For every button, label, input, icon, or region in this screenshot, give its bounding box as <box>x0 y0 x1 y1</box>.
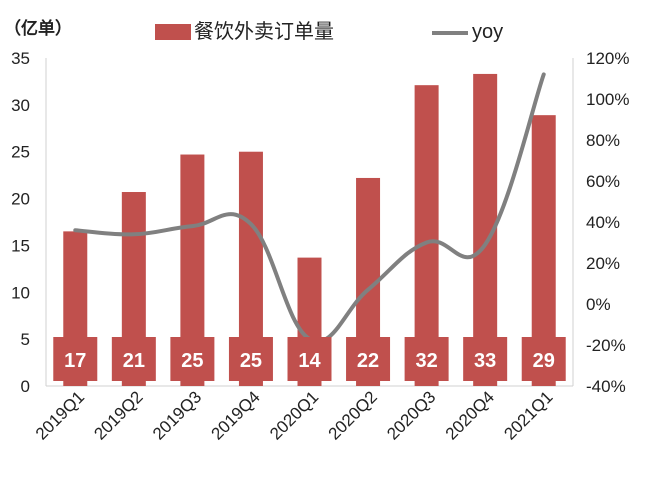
data-label: 25 <box>240 350 262 372</box>
data-label-box <box>346 337 391 381</box>
x-axis-tick-label: 2019Q1 <box>32 387 88 443</box>
x-axis-tick-label: 2019Q2 <box>90 387 146 443</box>
x-axis-tick-label: 2020Q2 <box>325 387 381 443</box>
left-axis-tick-label: 30 <box>11 96 30 115</box>
right-axis-tick-label: 80% <box>586 131 620 150</box>
right-axis-tick-label: 120% <box>586 49 629 68</box>
x-axis-tick-label: 2020Q3 <box>383 387 439 443</box>
left-axis-tick-label: 0 <box>21 377 30 396</box>
right-axis-ticks: -40% -20% 0% 20% 40% 60% 80% 100% 120% <box>586 49 629 396</box>
x-axis-tick-label: 2020Q4 <box>442 387 498 443</box>
left-axis-ticks: 0 5 10 15 20 25 30 35 <box>11 49 30 396</box>
legend-bar-swatch <box>155 24 191 40</box>
data-label: 14 <box>298 350 321 372</box>
data-label: 33 <box>474 350 496 372</box>
x-axis-tick-label: 2019Q4 <box>208 387 264 443</box>
legend: 餐饮外卖订单量 yoy <box>155 20 503 43</box>
data-label-box <box>111 337 156 381</box>
left-axis-tick-label: 35 <box>11 49 30 68</box>
bar-data-labels: 17 21 25 25 14 22 32 33 29 <box>53 337 566 381</box>
right-axis-tick-label: -20% <box>586 336 626 355</box>
data-label: 29 <box>533 350 555 372</box>
left-axis-tick-label: 25 <box>11 143 30 162</box>
x-axis-tick-label: 2019Q3 <box>149 387 205 443</box>
left-axis-unit-label: （亿单） <box>4 18 72 38</box>
bar <box>414 85 439 387</box>
data-label-box <box>228 337 273 381</box>
data-label: 22 <box>357 350 379 372</box>
data-label-box <box>53 337 98 381</box>
right-axis-tick-label: 40% <box>586 213 620 232</box>
data-label-box <box>463 337 508 381</box>
right-axis-tick-label: -40% <box>586 377 626 396</box>
data-label: 32 <box>415 350 437 372</box>
legend-bar-label: 餐饮外卖订单量 <box>194 20 334 43</box>
data-label: 17 <box>64 350 86 372</box>
right-axis-tick-label: 60% <box>586 172 620 191</box>
x-axis-tick-label: 2021Q1 <box>500 387 556 443</box>
data-label: 25 <box>181 350 203 372</box>
data-label-box <box>287 337 332 381</box>
right-axis-tick-label: 20% <box>586 254 620 273</box>
right-axis-tick-label: 100% <box>586 90 629 109</box>
x-axis-tick-labels: 2019Q1 2019Q2 2019Q3 2019Q4 2020Q1 2020Q2 2020… <box>32 387 557 443</box>
left-axis-tick-label: 10 <box>11 283 30 302</box>
data-label-box <box>170 337 215 381</box>
x-axis-tick-label: 2020Q1 <box>266 387 322 443</box>
left-axis-tick-label: 5 <box>21 330 30 349</box>
data-label-box <box>521 337 566 381</box>
legend-line-label: yoy <box>472 21 503 43</box>
left-axis-tick-label: 20 <box>11 190 30 209</box>
right-axis-tick-label: 0% <box>586 295 611 314</box>
data-label: 21 <box>123 350 145 372</box>
data-label-box <box>404 337 449 381</box>
left-axis-tick-label: 15 <box>11 236 30 255</box>
